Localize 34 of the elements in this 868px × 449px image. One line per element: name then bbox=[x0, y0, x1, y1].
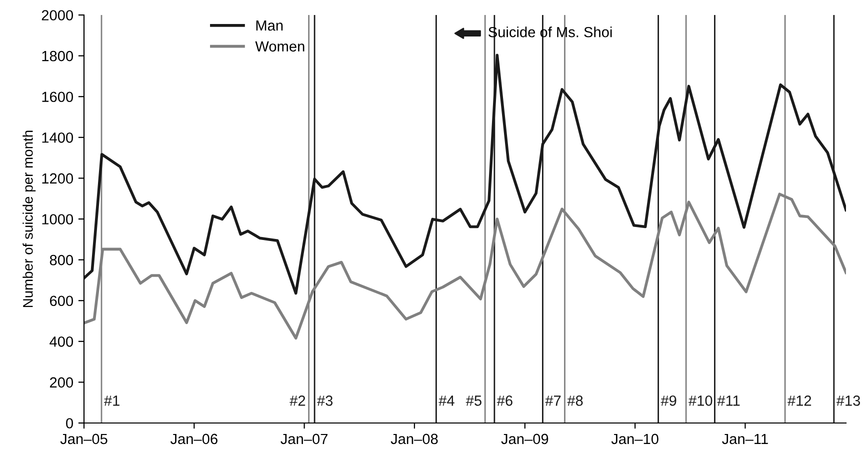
ref-line-label: #9 bbox=[660, 396, 676, 406]
y-tick-label: 1600 bbox=[42, 92, 74, 102]
x-tick-label: Jan–10 bbox=[611, 434, 658, 444]
y-tick-label: 800 bbox=[50, 254, 74, 266]
y-tick-label: 200 bbox=[50, 377, 74, 388]
ref-line-label: #8 bbox=[567, 396, 583, 406]
x-tick-label: Jan–08 bbox=[390, 434, 438, 444]
x-tick-label: Jan–07 bbox=[280, 434, 328, 444]
x-tick-label: Jan–06 bbox=[170, 434, 218, 444]
ref-line-label: #11 bbox=[717, 396, 740, 406]
y-tick-label: 600 bbox=[50, 296, 74, 306]
ref-line-label: #2 bbox=[290, 396, 306, 406]
y-tick-label: 2000 bbox=[42, 10, 74, 20]
ref-line-label: #4 bbox=[438, 396, 454, 406]
ref-line-label: #7 bbox=[545, 396, 561, 406]
ref-line-label: #13 bbox=[836, 396, 860, 406]
ref-line-label: #3 bbox=[317, 396, 333, 406]
ref-line-label: #1 bbox=[104, 396, 120, 406]
y-axis-title: Number of suicide per month bbox=[22, 130, 36, 308]
y-tick-label: 1800 bbox=[42, 50, 74, 62]
y-tick-label: 1200 bbox=[42, 173, 74, 184]
x-tick-label: Jan–09 bbox=[501, 434, 548, 444]
ref-line-label: #5 bbox=[466, 396, 482, 406]
y-tick-label: 400 bbox=[50, 336, 74, 347]
x-tick-label: Jan–11 bbox=[722, 434, 768, 444]
ref-line-label: #10 bbox=[688, 396, 712, 406]
legend-label: Women bbox=[255, 41, 304, 52]
y-tick-label: 1000 bbox=[42, 214, 74, 224]
y-tick-label: 1400 bbox=[42, 132, 74, 143]
x-tick-label: Jan–05 bbox=[60, 434, 108, 444]
legend-label: Man bbox=[256, 20, 283, 31]
ref-line-label: #12 bbox=[788, 396, 812, 406]
ref-line-label: #6 bbox=[496, 396, 512, 406]
y-tick-label: 0 bbox=[66, 418, 74, 428]
